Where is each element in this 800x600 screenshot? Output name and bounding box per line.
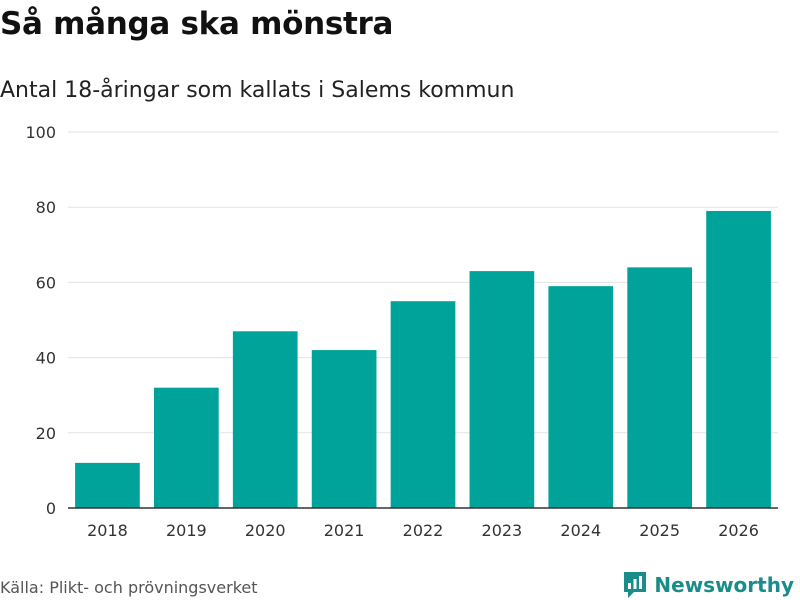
x-tick-label: 2021 <box>324 521 365 540</box>
x-tick-label: 2025 <box>639 521 680 540</box>
bar-2019 <box>153 387 219 508</box>
bar-2023 <box>469 271 535 508</box>
source-note: Källa: Plikt- och prövningsverket <box>0 578 258 597</box>
chart-subtitle: Antal 18-åringar som kallats i Salems ko… <box>0 78 515 103</box>
x-tick-label: 2026 <box>718 521 759 540</box>
x-tick-label: 2020 <box>245 521 286 540</box>
y-tick-label: 100 <box>25 123 56 142</box>
x-tick-label: 2019 <box>166 521 207 540</box>
newsworthy-logo-icon <box>624 572 647 598</box>
y-tick-label: 0 <box>46 499 56 518</box>
bar-2024 <box>548 286 614 508</box>
bar-2020 <box>232 331 298 508</box>
x-tick-label: 2022 <box>403 521 444 540</box>
x-tick-label: 2018 <box>87 521 128 540</box>
bar-2026 <box>706 210 771 508</box>
axes: 0 20 40 60 80 100 2018 2019 2020 2021 2022 2023 2024… <box>25 123 778 540</box>
y-tick-label: 60 <box>36 273 56 292</box>
bar-2018 <box>75 462 140 508</box>
bar-2021 <box>311 350 377 508</box>
x-tick-label: 2023 <box>482 521 523 540</box>
y-tick-label: 20 <box>36 424 56 443</box>
y-tick-label: 80 <box>36 198 56 217</box>
brand-name: Newsworthy <box>654 573 794 597</box>
bars <box>75 210 771 508</box>
brand-logo: Newsworthy <box>622 570 794 600</box>
y-tick-label: 40 <box>36 349 56 368</box>
bar-2022 <box>390 301 456 508</box>
bar-2025 <box>627 267 693 508</box>
chart-title: Så många ska mönstra <box>0 6 394 42</box>
x-tick-label: 2024 <box>560 521 601 540</box>
